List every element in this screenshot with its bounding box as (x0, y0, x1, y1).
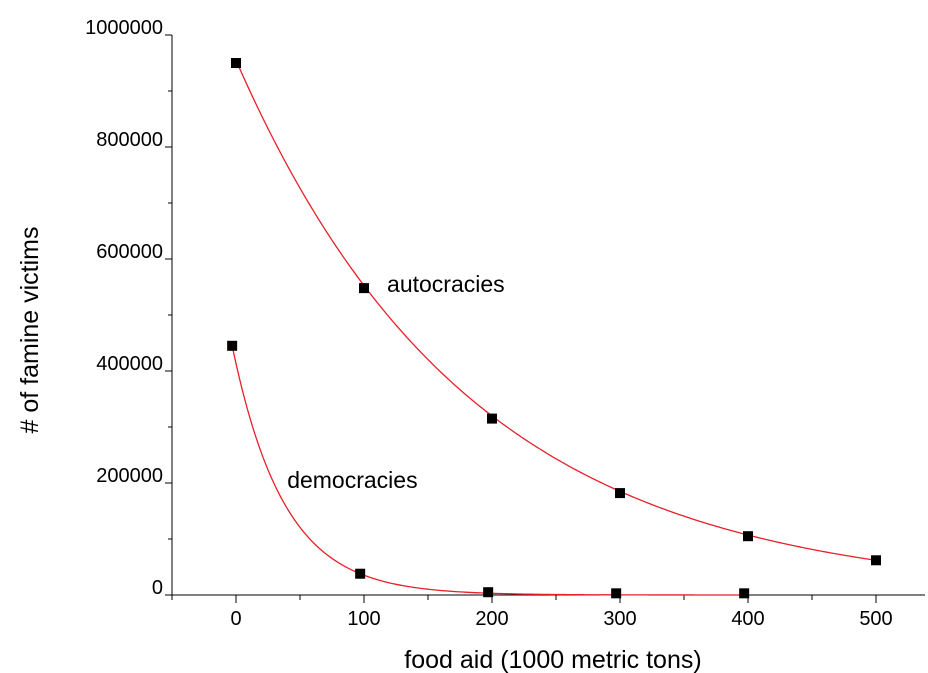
annotation-autocracies: autocracies (387, 271, 505, 297)
y-tick-label: 800000 (96, 129, 163, 151)
data-points (227, 58, 881, 599)
y-axis-title: # of famine victims (16, 226, 44, 433)
x-tick-label: 500 (859, 608, 892, 630)
x-tick-label: 400 (731, 608, 764, 630)
data-point-democracies (227, 340, 238, 351)
y-tick-label: 400000 (96, 353, 163, 375)
y-tick-label: 200000 (96, 465, 163, 487)
y-tick-label: 0 (152, 577, 163, 599)
fit-curve-autocracies (235, 59, 877, 561)
x-tick-label: 100 (347, 608, 380, 630)
y-axis: 0 200000 400000 600000 800000 1000000 (85, 17, 173, 599)
data-point-democracies (611, 588, 622, 599)
x-tick-label: 0 (230, 608, 241, 630)
x-tick-label: 300 (603, 608, 636, 630)
x-ticks: 0 100 200 300 400 500 (171, 595, 893, 630)
y-ticks: 0 200000 400000 600000 800000 1000000 (85, 17, 172, 599)
data-point-autocracies (487, 413, 497, 424)
data-point-autocracies (359, 283, 369, 294)
data-point-autocracies (743, 531, 753, 542)
data-point-democracies (483, 587, 494, 598)
fit-lines (231, 59, 877, 596)
data-point-autocracies (615, 488, 625, 499)
annotation-democracies: democracies (287, 467, 417, 493)
data-point-democracies (355, 568, 366, 579)
x-tick-label: 200 (475, 608, 508, 630)
y-tick-label: 1000000 (85, 17, 163, 39)
data-point-autocracies (231, 58, 241, 68)
x-axis-title: food aid (1000 metric tons) (404, 646, 701, 673)
x-axis: 0 100 200 300 400 500 (171, 594, 925, 630)
annotations: autocracies democracies (287, 271, 504, 493)
y-tick-label: 600000 (96, 241, 163, 263)
data-point-democracies (739, 588, 750, 599)
data-point-autocracies (871, 555, 881, 566)
